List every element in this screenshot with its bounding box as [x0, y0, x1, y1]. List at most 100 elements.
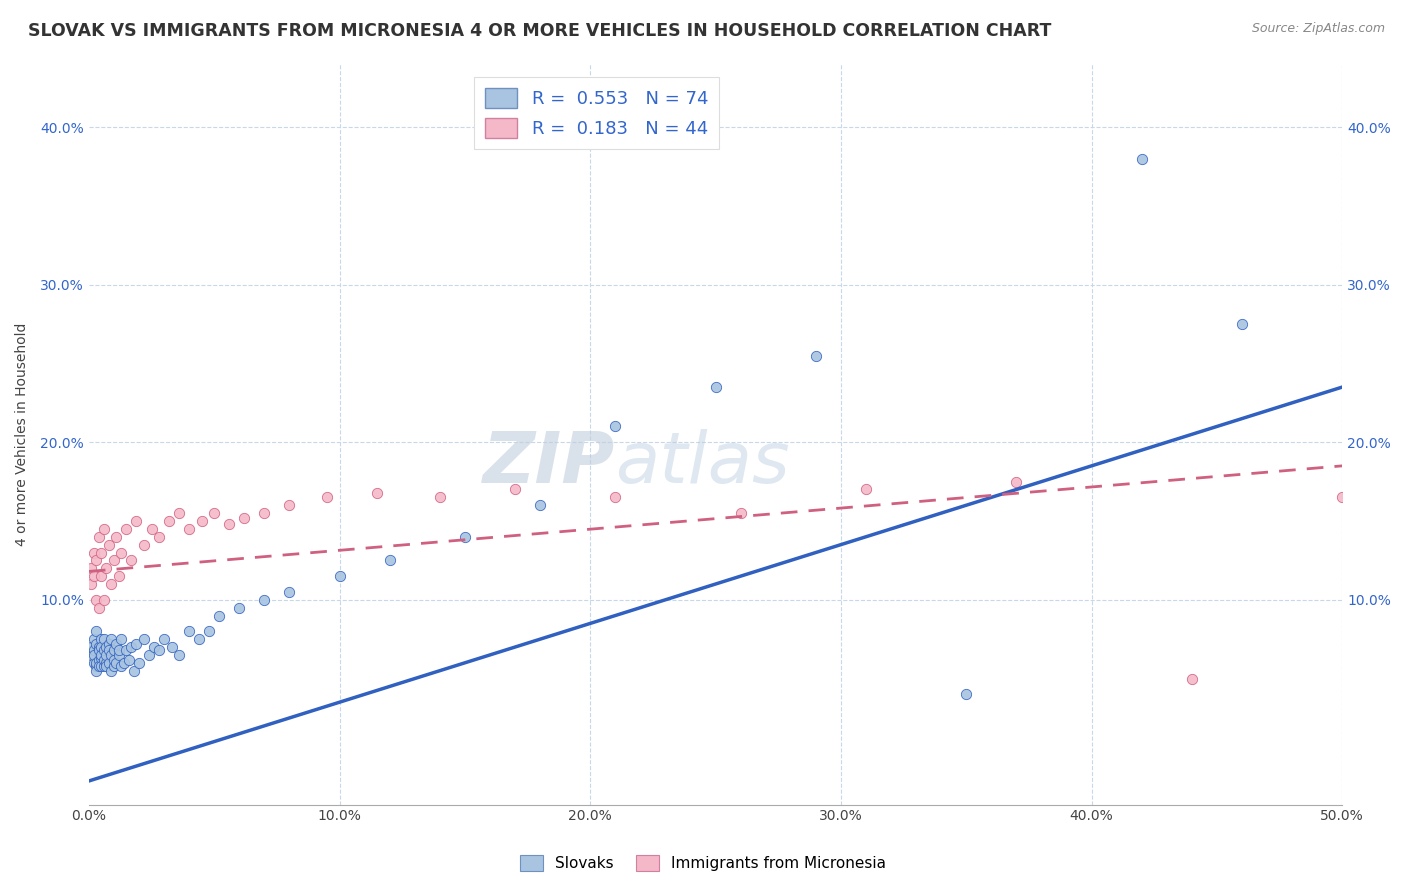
Legend: Slovaks, Immigrants from Micronesia: Slovaks, Immigrants from Micronesia	[513, 849, 893, 877]
Point	[228, 600, 250, 615]
Point	[605, 491, 627, 505]
Point	[855, 483, 877, 497]
Point	[86, 624, 108, 639]
Point	[86, 656, 108, 670]
Point	[96, 648, 118, 662]
Point	[141, 522, 163, 536]
Point	[87, 600, 110, 615]
Point	[278, 585, 301, 599]
Point	[96, 561, 118, 575]
Point	[143, 640, 166, 654]
Point	[93, 653, 115, 667]
Point	[115, 522, 138, 536]
Point	[1331, 491, 1354, 505]
Point	[86, 592, 108, 607]
Point	[218, 517, 240, 532]
Point	[90, 648, 112, 662]
Point	[100, 577, 122, 591]
Point	[105, 637, 128, 651]
Point	[83, 545, 105, 559]
Point	[105, 530, 128, 544]
Point	[103, 643, 125, 657]
Point	[132, 538, 155, 552]
Point	[97, 637, 120, 651]
Point	[208, 608, 231, 623]
Point	[1181, 672, 1204, 686]
Point	[122, 664, 145, 678]
Point	[105, 656, 128, 670]
Point	[112, 656, 135, 670]
Point	[160, 640, 183, 654]
Point	[100, 664, 122, 678]
Point	[503, 483, 526, 497]
Point	[110, 545, 132, 559]
Point	[90, 569, 112, 583]
Point	[278, 498, 301, 512]
Point	[316, 491, 339, 505]
Point	[529, 498, 551, 512]
Point	[100, 632, 122, 647]
Point	[90, 632, 112, 647]
Point	[153, 632, 176, 647]
Point	[148, 530, 170, 544]
Point	[96, 656, 118, 670]
Point	[125, 514, 148, 528]
Point	[198, 624, 221, 639]
Point	[90, 640, 112, 654]
Point	[86, 664, 108, 678]
Point	[1230, 317, 1253, 331]
Point	[148, 643, 170, 657]
Point	[233, 511, 256, 525]
Point	[80, 577, 103, 591]
Point	[96, 640, 118, 654]
Point	[93, 592, 115, 607]
Point	[83, 648, 105, 662]
Point	[202, 506, 225, 520]
Point	[108, 569, 131, 583]
Point	[128, 656, 150, 670]
Point	[366, 485, 388, 500]
Point	[96, 659, 118, 673]
Point	[730, 506, 752, 520]
Point	[90, 659, 112, 673]
Point	[121, 640, 143, 654]
Point	[87, 530, 110, 544]
Point	[87, 643, 110, 657]
Point	[955, 687, 977, 701]
Point	[704, 380, 727, 394]
Point	[103, 659, 125, 673]
Point	[138, 648, 160, 662]
Point	[1005, 475, 1028, 489]
Point	[132, 632, 155, 647]
Point	[86, 553, 108, 567]
Point	[253, 592, 276, 607]
Text: Source: ZipAtlas.com: Source: ZipAtlas.com	[1251, 22, 1385, 36]
Point	[97, 538, 120, 552]
Point	[80, 561, 103, 575]
Point	[97, 656, 120, 670]
Point	[93, 643, 115, 657]
Point	[167, 506, 190, 520]
Point	[378, 553, 401, 567]
Point	[83, 643, 105, 657]
Point	[1130, 152, 1153, 166]
Text: atlas: atlas	[616, 429, 790, 499]
Text: ZIP: ZIP	[484, 429, 616, 499]
Point	[86, 659, 108, 673]
Point	[100, 648, 122, 662]
Point	[80, 640, 103, 654]
Point	[118, 653, 141, 667]
Point	[90, 651, 112, 665]
Point	[108, 643, 131, 657]
Point	[83, 632, 105, 647]
Point	[83, 569, 105, 583]
Point	[93, 632, 115, 647]
Point	[86, 637, 108, 651]
Point	[110, 632, 132, 647]
Point	[454, 530, 477, 544]
Text: SLOVAK VS IMMIGRANTS FROM MICRONESIA 4 OR MORE VEHICLES IN HOUSEHOLD CORRELATION: SLOVAK VS IMMIGRANTS FROM MICRONESIA 4 O…	[28, 22, 1052, 40]
Point	[328, 569, 350, 583]
Point	[87, 659, 110, 673]
Point	[429, 491, 451, 505]
Point	[190, 514, 212, 528]
